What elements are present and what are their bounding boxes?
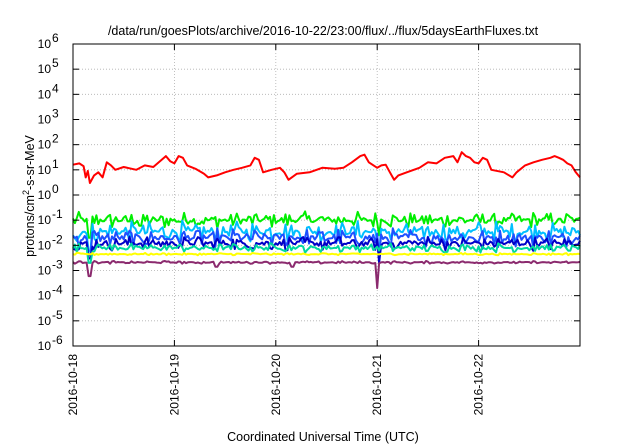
y-tick-exponent: 1 xyxy=(52,157,59,171)
y-tick-label: 10 xyxy=(38,87,52,101)
y-tick-label: 10 xyxy=(38,238,52,252)
y-axis-ticks: 10 -610 -510 -410 -310 -210 -110 010 110 210 310 41… xyxy=(38,31,580,353)
x-tick-label: 2016-10-22 xyxy=(472,354,486,416)
grid xyxy=(73,44,580,346)
y-tick-label: 10 xyxy=(38,213,52,227)
x-tick-label: 2016-10-19 xyxy=(167,354,181,416)
plot-frame xyxy=(72,43,581,347)
x-tick-label: 2016-10-21 xyxy=(370,354,384,416)
y-tick-exponent: 6 xyxy=(52,31,59,45)
y-tick-exponent: -6 xyxy=(52,333,63,347)
y-tick-exponent: 3 xyxy=(52,107,59,121)
y-tick-exponent: 0 xyxy=(52,182,59,196)
y-tick-label: 10 xyxy=(38,264,52,278)
y-tick-exponent: -1 xyxy=(52,207,63,221)
y-tick-exponent: -3 xyxy=(52,258,63,272)
y-tick-label: 10 xyxy=(38,37,52,51)
y-tick-label: 10 xyxy=(38,314,52,328)
y-tick-label: 10 xyxy=(38,188,52,202)
series-line xyxy=(72,242,581,264)
y-tick-exponent: -2 xyxy=(52,232,63,246)
y-tick-exponent: 5 xyxy=(52,56,59,70)
y-tick-label: 10 xyxy=(38,339,52,353)
series-line xyxy=(72,251,581,257)
y-tick-exponent: 2 xyxy=(52,132,59,146)
x-axis-ticks: 2016-10-18 2016-10-19 2016-10-20 2016-10-21… xyxy=(66,44,486,415)
x-tick-label: 2016-10-20 xyxy=(269,354,283,416)
y-tick-label: 10 xyxy=(38,163,52,177)
series-line xyxy=(72,219,581,257)
chart-title: /data/run/goesPlots/archive/2016-10-22/2… xyxy=(108,24,539,38)
series-line xyxy=(72,151,581,184)
x-tick-label: 2016-10-18 xyxy=(66,354,80,416)
y-axis-title-pre: protons/cm xyxy=(23,195,37,257)
x-axis-title: Coordinated Universal Time (UTC) xyxy=(227,430,419,444)
series-line xyxy=(72,260,581,290)
y-axis-title-post: -s-sr-MeV xyxy=(23,134,37,190)
y-axis-title-sup: 2 xyxy=(21,190,31,195)
y-tick-label: 10 xyxy=(38,62,52,76)
y-tick-exponent: 4 xyxy=(52,81,59,95)
series-line xyxy=(72,227,581,260)
y-tick-exponent: -4 xyxy=(52,283,63,297)
y-tick-label: 10 xyxy=(38,138,52,152)
series-layer xyxy=(72,151,581,290)
y-axis-title: protons/cm2-s-sr-MeV xyxy=(21,134,37,256)
y-tick-exponent: -5 xyxy=(52,308,63,322)
series-line xyxy=(72,235,581,264)
y-tick-label: 10 xyxy=(38,113,52,127)
y-tick-label: 10 xyxy=(38,289,52,303)
